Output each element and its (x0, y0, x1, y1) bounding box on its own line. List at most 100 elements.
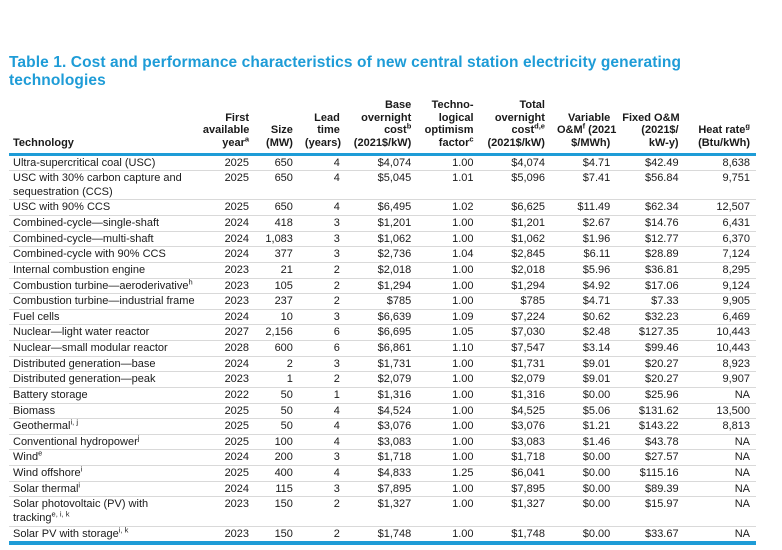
cell-size: 1,083 (265, 232, 293, 245)
cell-total-overnight-cost: $7,895 (511, 482, 545, 495)
table-row: Ultra-supercritical coal (USC) 2025 650 4 $4… (9, 154, 756, 171)
cell-first-available-year: 2023 (224, 498, 250, 511)
cell-base-overnight-cost: $6,695 (377, 326, 412, 339)
cell-technology: Nuclear—small modular reactor (13, 342, 168, 355)
cell-first-available-year: 2024 (224, 310, 250, 323)
cell-technology: Distributed generation—base (13, 357, 156, 370)
cell-variable-om: $1.21 (582, 420, 611, 433)
cell-size: 650 (274, 156, 293, 169)
table-row: Biomass 2025 50 4 $4,524 1.00 $4,525 $5.06 $131.… (9, 403, 756, 419)
cell-total-overnight-cost: $785 (520, 295, 545, 308)
cell-base-overnight-cost: $7,895 (377, 482, 412, 495)
cell-variable-om: $7.41 (582, 172, 611, 185)
cell-variable-om: $1.96 (582, 232, 611, 245)
cell-size: 400 (274, 467, 293, 480)
cell-first-available-year: 2025 (224, 435, 250, 448)
cell-base-overnight-cost: $1,294 (377, 279, 412, 292)
cell-fixed-om: $89.39 (644, 482, 679, 495)
cell-variable-om: $4.71 (582, 156, 611, 169)
cell-technological-optimism-factor: 1.00 (452, 232, 474, 245)
cell-total-overnight-cost: $4,525 (511, 404, 545, 417)
cell-variable-om: $5.96 (582, 263, 611, 276)
column-header-first-available-year: First available yeara (202, 111, 250, 149)
cell-total-overnight-cost: $7,224 (511, 310, 545, 323)
cell-size: 115 (275, 482, 293, 495)
cell-lead-time: 4 (333, 420, 340, 433)
cell-size: 50 (280, 420, 293, 433)
cell-size: 105 (274, 279, 293, 292)
cell-lead-time: 6 (333, 342, 340, 355)
cell-fixed-om: $33.67 (644, 527, 679, 540)
cell-first-available-year: 2023 (224, 279, 250, 292)
cell-heat-rate: NA (734, 435, 750, 448)
cell-technological-optimism-factor: 1.00 (452, 295, 474, 308)
column-header-variable-om: Variable O&Mf (2021 $/MWh) (556, 111, 617, 149)
cell-variable-om: $6.11 (583, 248, 611, 261)
cell-technological-optimism-factor: 1.25 (452, 467, 474, 480)
cell-technological-optimism-factor: 1.01 (452, 172, 474, 185)
table-row: USC with 90% CCS 2025 650 4 $6,495 1.02 $6,625… (9, 200, 756, 216)
cell-technological-optimism-factor: 1.09 (452, 310, 474, 323)
table-row: Battery storage 2022 50 1 $1,316 1.00 $1,316 $0… (9, 387, 756, 404)
cell-technology: Biomass (13, 404, 56, 417)
cell-technological-optimism-factor: 1.00 (452, 156, 474, 169)
cell-technological-optimism-factor: 1.00 (452, 451, 474, 464)
column-header-technological-optimism-factor: Techno-logical optimism factorc (424, 99, 474, 149)
cell-technology: Combustion turbine—industrial frame (13, 295, 195, 308)
cell-size: 1 (286, 373, 293, 386)
cell-lead-time: 4 (333, 467, 340, 480)
cell-heat-rate: 8,638 (722, 156, 750, 169)
cell-total-overnight-cost: $1,316 (511, 388, 545, 401)
cell-heat-rate: NA (734, 527, 750, 540)
table-row: Wind offshorei 2025 400 4 $4,833 1.25 $6,041 $0… (9, 464, 756, 482)
cell-fixed-om: $99.46 (644, 342, 679, 355)
cell-size: 200 (274, 451, 293, 464)
cell-total-overnight-cost: $2,018 (511, 263, 545, 276)
cell-technological-optimism-factor: 1.00 (452, 279, 474, 292)
cell-variable-om: $2.67 (582, 217, 611, 230)
cell-base-overnight-cost: $2,018 (377, 263, 412, 276)
cell-technological-optimism-factor: 1.02 (452, 201, 474, 214)
cell-size: 150 (274, 498, 293, 511)
cell-fixed-om: $20.27 (644, 357, 679, 370)
cell-lead-time: 3 (333, 217, 340, 230)
cell-lead-time: 3 (333, 451, 340, 464)
cell-variable-om: $2.48 (582, 326, 611, 339)
cell-lead-time: 3 (333, 248, 340, 261)
column-header-size: Size (MW) (266, 124, 293, 149)
cell-technology: Nuclear—light water reactor (13, 326, 150, 339)
cell-heat-rate: NA (734, 482, 750, 495)
table-row: Combined-cycle—multi-shaft 2024 1,083 3 $1,0… (9, 231, 756, 247)
cell-fixed-om: $14.76 (644, 217, 679, 230)
cell-base-overnight-cost: $4,833 (377, 467, 412, 480)
cell-base-overnight-cost: $6,495 (377, 201, 412, 214)
table-row: Winde 2024 200 3 $1,718 1.00 $1,718 $0.00 $27.57… (9, 450, 756, 466)
cell-first-available-year: 2028 (224, 342, 250, 355)
cell-heat-rate: 10,443 (716, 326, 750, 339)
cell-fixed-om: $56.84 (644, 172, 679, 185)
cell-technology: USC with 30% carbon capture and sequestr… (13, 172, 182, 198)
cell-variable-om: $1.46 (582, 435, 611, 448)
cell-base-overnight-cost: $4,524 (377, 404, 412, 417)
cell-base-overnight-cost: $1,748 (377, 527, 412, 540)
table-row: Solar PV with storagei, k 2023 150 2 $1,748 1… (9, 526, 756, 543)
cell-technology: Wind offshorei (13, 464, 83, 480)
cell-size: 50 (280, 388, 293, 401)
cell-technological-optimism-factor: 1.00 (452, 357, 474, 370)
table-row: Internal combustion engine 2023 21 2 $2,018 1… (9, 262, 756, 279)
column-header-lead-time: Lead time (years) (304, 111, 341, 149)
cell-base-overnight-cost: $2,736 (377, 248, 412, 261)
cell-base-overnight-cost: $6,639 (377, 310, 412, 323)
cell-first-available-year: 2022 (224, 388, 250, 401)
cell-first-available-year: 2025 (224, 467, 250, 480)
cell-lead-time: 2 (333, 527, 340, 540)
cell-technological-optimism-factor: 1.00 (452, 404, 474, 417)
cell-technological-optimism-factor: 1.00 (452, 527, 474, 540)
cell-technological-optimism-factor: 1.10 (452, 342, 474, 355)
cost-performance-table: Technology First available yeara Size (MW) Lea… (9, 99, 756, 546)
cell-fixed-om: $127.35 (638, 326, 679, 339)
table-row: Distributed generation—base 2024 2 3 $1,731 1… (9, 356, 756, 372)
cell-heat-rate: 6,431 (722, 217, 750, 230)
cell-total-overnight-cost: $7,547 (511, 342, 545, 355)
cell-total-overnight-cost: $1,327 (511, 498, 545, 511)
